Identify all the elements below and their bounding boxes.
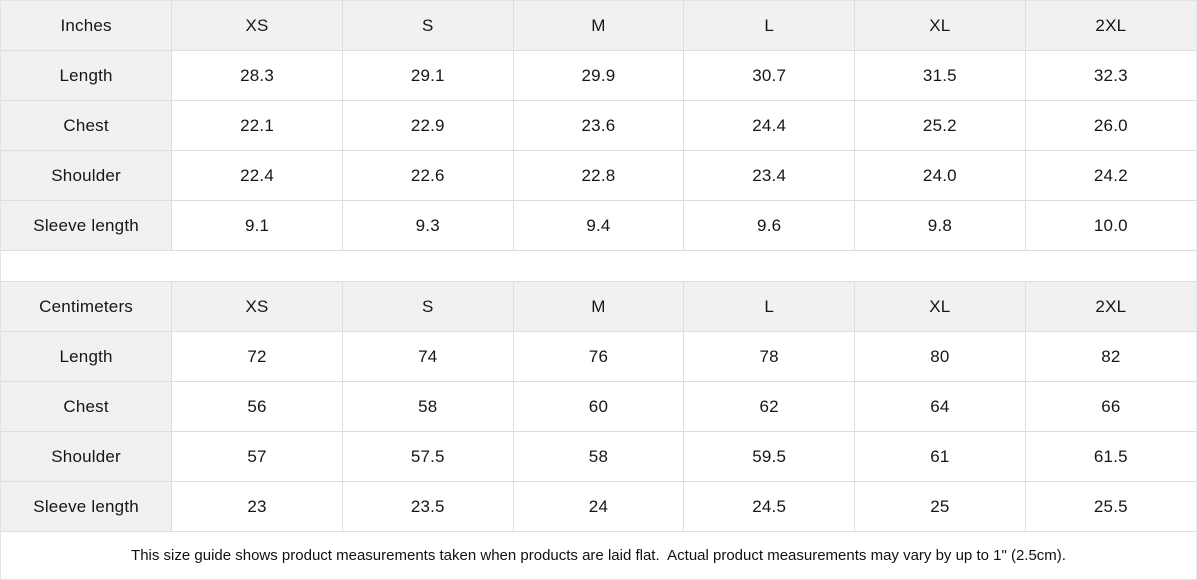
row-label: Length bbox=[1, 50, 173, 101]
measurement-cell: 22.4 bbox=[171, 150, 343, 201]
row-label: Length bbox=[1, 331, 173, 382]
row-label: Shoulder bbox=[1, 431, 173, 482]
size-header-xl: XL bbox=[854, 1, 1026, 51]
measurement-cell: 56 bbox=[171, 381, 343, 432]
measurement-cell: 32.3 bbox=[1024, 50, 1196, 101]
measurement-cell: 29.1 bbox=[341, 50, 514, 101]
measurement-cell: 25 bbox=[854, 481, 1026, 532]
size-header-s: S bbox=[341, 1, 514, 51]
size-header-l: L bbox=[683, 281, 856, 332]
measurement-cell: 23 bbox=[171, 481, 343, 532]
row-label: Chest bbox=[1, 100, 173, 151]
measurement-cell: 72 bbox=[171, 331, 343, 382]
measurement-cell: 25.5 bbox=[1024, 481, 1196, 532]
measurement-cell: 66 bbox=[1024, 381, 1196, 432]
table-gap bbox=[1, 251, 1196, 281]
row-label: Chest bbox=[1, 381, 173, 432]
size-header-row: Centimeters XS S M L XL 2XL bbox=[1, 281, 1196, 332]
table-row: Chest 22.1 22.9 23.6 24.4 25.2 26.0 bbox=[1, 100, 1196, 151]
measurement-cell: 28.3 bbox=[171, 50, 343, 101]
row-label: Shoulder bbox=[1, 150, 173, 201]
measurement-cell: 23.6 bbox=[512, 100, 685, 151]
measurement-cell: 74 bbox=[341, 331, 514, 382]
measurement-cell: 30.7 bbox=[683, 50, 856, 101]
measurement-cell: 9.4 bbox=[512, 200, 685, 251]
unit-header: Inches bbox=[1, 1, 173, 51]
measurement-cell: 59.5 bbox=[683, 431, 856, 482]
measurement-cell: 9.8 bbox=[854, 200, 1026, 251]
size-header-s: S bbox=[341, 281, 514, 332]
measurement-cell: 9.1 bbox=[171, 200, 343, 251]
measurement-cell: 24 bbox=[512, 481, 685, 532]
measurement-cell: 76 bbox=[512, 331, 685, 382]
size-header-row: Inches XS S M L XL 2XL bbox=[1, 1, 1196, 51]
measurement-cell: 58 bbox=[512, 431, 685, 482]
measurement-cell: 23.4 bbox=[683, 150, 856, 201]
size-header-xs: XS bbox=[171, 281, 343, 332]
size-header-2xl: 2XL bbox=[1024, 281, 1196, 332]
measurement-cell: 9.6 bbox=[683, 200, 856, 251]
row-label: Sleeve length bbox=[1, 481, 173, 532]
measurement-cell: 57.5 bbox=[341, 431, 514, 482]
unit-header: Centimeters bbox=[1, 281, 173, 332]
size-header-m: M bbox=[512, 1, 685, 51]
table-row: Chest 56 58 60 62 64 66 bbox=[1, 381, 1196, 432]
measurement-cell: 61.5 bbox=[1024, 431, 1196, 482]
measurement-cell: 24.2 bbox=[1024, 150, 1196, 201]
size-header-l: L bbox=[683, 1, 856, 51]
measurement-cell: 24.5 bbox=[683, 481, 856, 532]
measurement-cell: 22.6 bbox=[341, 150, 514, 201]
table-row: Length 72 74 76 78 80 82 bbox=[1, 331, 1196, 382]
measurement-cell: 22.1 bbox=[171, 100, 343, 151]
table-row: Shoulder 22.4 22.6 22.8 23.4 24.0 24.2 bbox=[1, 150, 1196, 201]
measurement-cell: 10.0 bbox=[1024, 200, 1196, 251]
measurement-cell: 57 bbox=[171, 431, 343, 482]
size-header-xl: XL bbox=[854, 281, 1026, 332]
measurement-cell: 25.2 bbox=[854, 100, 1026, 151]
measurement-cell: 24.4 bbox=[683, 100, 856, 151]
measurement-cell: 26.0 bbox=[1024, 100, 1196, 151]
measurement-cell: 22.8 bbox=[512, 150, 685, 201]
measurement-cell: 80 bbox=[854, 331, 1026, 382]
table-row: Sleeve length 23 23.5 24 24.5 25 25.5 bbox=[1, 481, 1196, 532]
size-header-m: M bbox=[512, 281, 685, 332]
measurement-cell: 64 bbox=[854, 381, 1026, 432]
row-label: Sleeve length bbox=[1, 200, 173, 251]
measurement-cell: 58 bbox=[341, 381, 514, 432]
footer-note: This size guide shows product measuremen… bbox=[1, 532, 1196, 579]
table-row: Shoulder 57 57.5 58 59.5 61 61.5 bbox=[1, 431, 1196, 482]
table-row: Sleeve length 9.1 9.3 9.4 9.6 9.8 10.0 bbox=[1, 200, 1196, 251]
measurement-cell: 60 bbox=[512, 381, 685, 432]
size-table-centimeters: Centimeters XS S M L XL 2XL Length 72 74 76 78 80 82 C… bbox=[1, 281, 1196, 532]
measurement-cell: 31.5 bbox=[854, 50, 1026, 101]
table-row: Length 28.3 29.1 29.9 30.7 31.5 32.3 bbox=[1, 50, 1196, 101]
measurement-cell: 62 bbox=[683, 381, 856, 432]
measurement-cell: 61 bbox=[854, 431, 1026, 482]
measurement-cell: 82 bbox=[1024, 331, 1196, 382]
measurement-cell: 23.5 bbox=[341, 481, 514, 532]
measurement-cell: 24.0 bbox=[854, 150, 1026, 201]
measurement-cell: 22.9 bbox=[341, 100, 514, 151]
size-header-2xl: 2XL bbox=[1024, 1, 1196, 51]
size-header-xs: XS bbox=[171, 1, 343, 51]
size-table-inches: Inches XS S M L XL 2XL Length 28.3 29.1 29.9 30.7 31… bbox=[1, 1, 1196, 251]
measurement-cell: 9.3 bbox=[341, 200, 514, 251]
measurement-cell: 78 bbox=[683, 331, 856, 382]
measurement-cell: 29.9 bbox=[512, 50, 685, 101]
